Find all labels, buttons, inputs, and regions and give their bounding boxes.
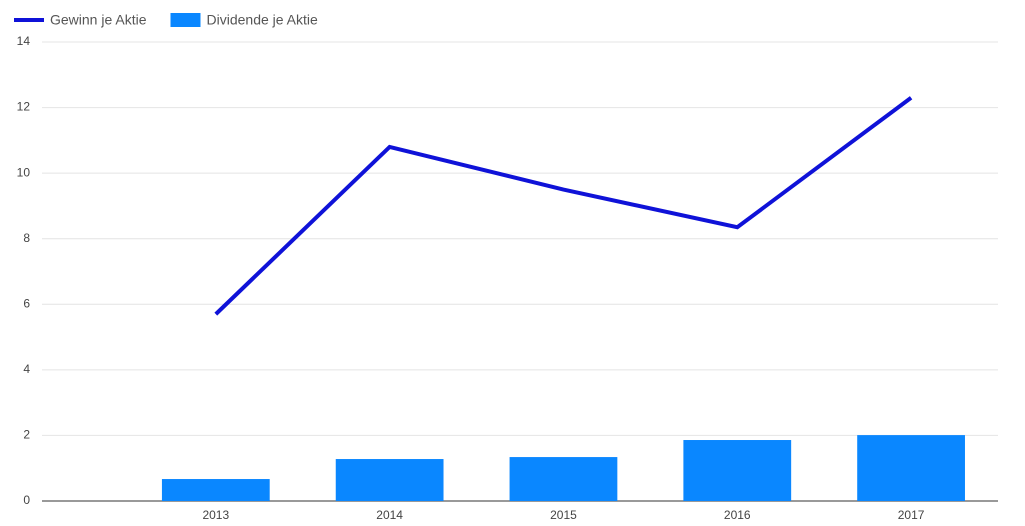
- y-tick-label: 4: [23, 362, 30, 376]
- y-tick-label: 6: [23, 296, 30, 310]
- bar: [161, 479, 270, 501]
- legend-label: Dividende je Aktie: [207, 12, 319, 28]
- bar: [683, 440, 792, 501]
- bar: [857, 435, 965, 501]
- legend-label: Gewinn je Aktie: [50, 12, 147, 28]
- x-tick-label: 2016: [724, 508, 751, 522]
- y-tick-label: 2: [23, 428, 30, 442]
- line: [214, 96, 913, 316]
- x-tick-label: 2014: [376, 508, 403, 522]
- y-tick-label: 8: [23, 231, 30, 245]
- x-tick-label: 2015: [550, 508, 577, 522]
- x-tick-label: 2017: [898, 508, 925, 522]
- y-tick-label: 10: [17, 165, 31, 179]
- legend-swatch: [170, 13, 201, 27]
- y-tick-label: 12: [17, 100, 31, 114]
- x-tick-label: 2013: [202, 508, 229, 522]
- bar: [335, 459, 444, 501]
- y-tick-label: 14: [17, 34, 31, 48]
- y-tick-label: 0: [23, 493, 30, 507]
- bar: [509, 457, 618, 501]
